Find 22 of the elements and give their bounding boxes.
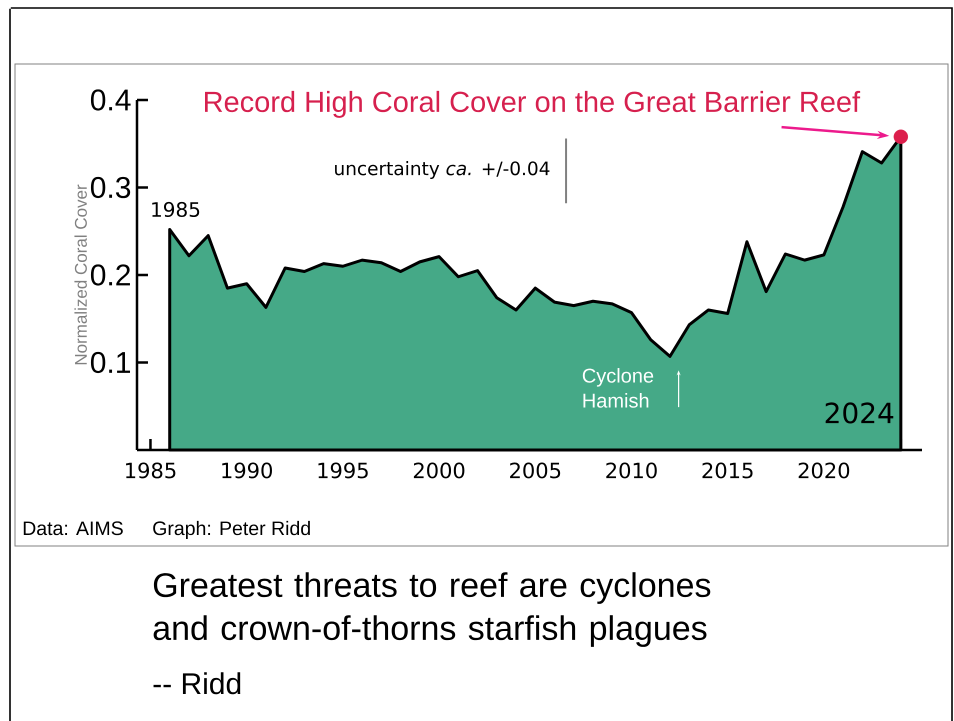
x-tick-label: 2000 (414, 462, 464, 478)
x-tick-label: 1985 (126, 462, 176, 478)
y-tick-label: 0.1 (90, 352, 130, 374)
annotation: 2024 (826, 402, 894, 424)
text: Graph: Peter Ridd (153, 520, 310, 540)
text: -- Ridd (154, 672, 240, 694)
annotation: Cyclone Hamish (582, 368, 654, 408)
text: Data: AIMS (24, 521, 123, 536)
annotation: 1985 (152, 202, 200, 218)
y-tick-label: 0.3 (90, 176, 130, 198)
text: Greatest threats to reef are cyclones and crown-of-thorns starfish plagues (154, 572, 710, 647)
x-tick-label: 1990 (222, 462, 272, 478)
y-axis-title: Normalized Coral Cover (74, 184, 87, 364)
y-tick-label: 0.2 (90, 264, 130, 286)
y-tick-label: 0.4 (90, 89, 131, 111)
x-tick-label: 2020 (798, 462, 850, 478)
annotation: Record High Coral Cover on the Great Barrier Reef (205, 90, 860, 118)
x-tick-label: 2010 (606, 462, 657, 478)
x-tick-label: 1995 (318, 462, 368, 478)
x-tick-label: 2005 (510, 462, 560, 478)
x-tick-label: 2015 (702, 462, 753, 478)
annotation: uncertainty ca. +/-0.04 (335, 161, 550, 179)
